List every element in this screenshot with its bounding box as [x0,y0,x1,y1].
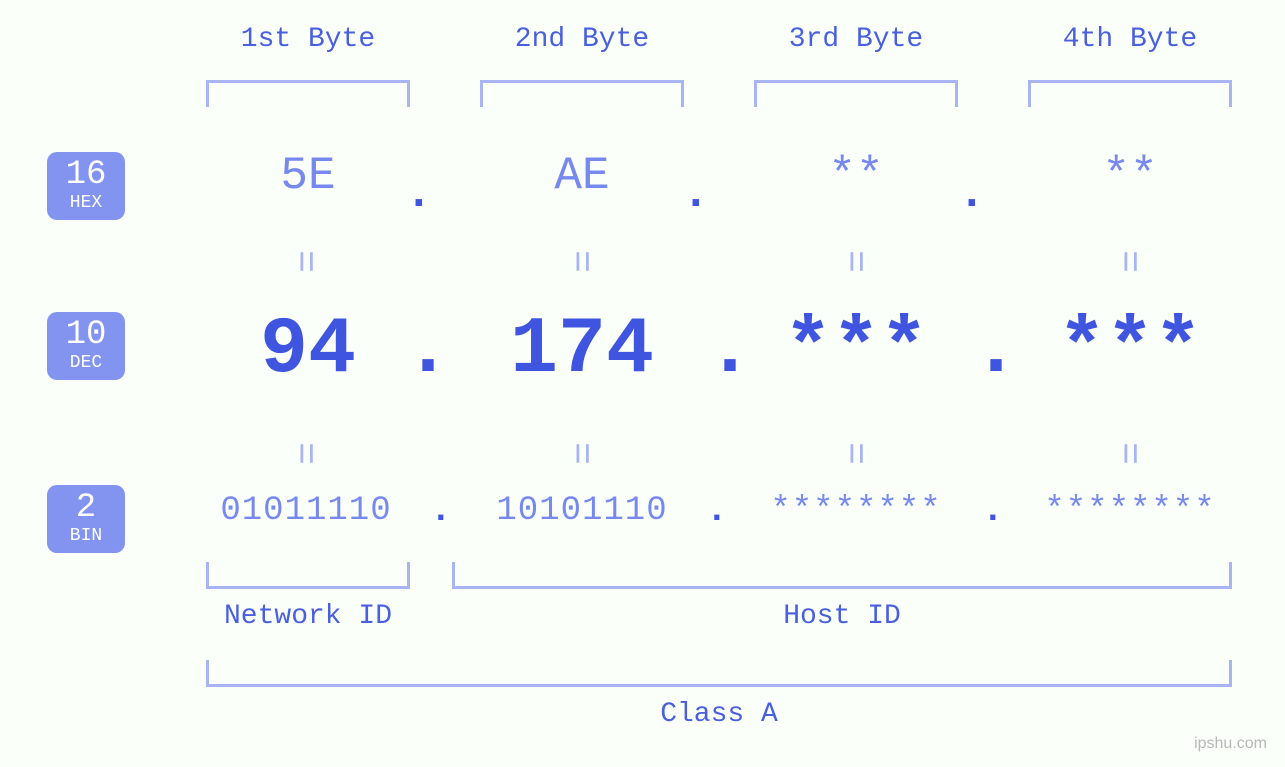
bin-dot-3: . [982,490,1004,531]
dec-byte-3: *** [754,305,958,396]
bin-dot-2: . [706,490,728,531]
byte-header-2: 2nd Byte [480,24,684,104]
byte-header-4: 4th Byte [1028,24,1232,104]
dec-dot-2: . [706,305,754,396]
badge-bin: 2 BIN [47,485,125,553]
badge-hex-base: 16 [47,158,125,192]
byte-header-4-bracket [1028,80,1232,107]
watermark: ipshu.com [1194,735,1267,753]
badge-dec: 10 DEC [47,312,125,380]
eq-hex-dec-3: = [832,250,875,273]
hex-dot-3: . [958,168,986,220]
hex-dot-1: . [405,168,433,220]
eq-dec-bin-1: = [282,442,325,465]
badge-hex-label: HEX [47,194,125,212]
host-id-label: Host ID [452,601,1232,632]
eq-dec-bin-3: = [832,442,875,465]
bin-byte-4: ******** [1000,492,1260,530]
hex-byte-2: AE [480,150,684,202]
byte-header-3-label: 3rd Byte [754,24,958,55]
bin-byte-1: 01011110 [176,492,436,530]
byte-header-3: 3rd Byte [754,24,958,104]
byte-header-1-bracket [206,80,410,107]
class-bracket: Class A [206,660,1232,730]
byte-header-1-label: 1st Byte [206,24,410,55]
bin-byte-3: ******** [726,492,986,530]
dec-byte-2: 174 [450,305,714,396]
badge-bin-label: BIN [47,527,125,545]
hex-byte-3: ** [754,150,958,202]
network-id-label: Network ID [206,601,410,632]
byte-header-4-label: 4th Byte [1028,24,1232,55]
dec-byte-1: 94 [206,305,410,396]
dec-dot-1: . [404,305,452,396]
host-id-bracket: Host ID [452,562,1232,632]
class-label: Class A [206,699,1232,730]
bin-byte-2: 10101110 [452,492,712,530]
bin-dot-1: . [430,490,452,531]
hex-byte-4: ** [1028,150,1232,202]
byte-header-2-bracket [480,80,684,107]
dec-byte-4: *** [1028,305,1232,396]
eq-hex-dec-2: = [558,250,601,273]
eq-dec-bin-2: = [558,442,601,465]
network-id-bracket: Network ID [206,562,410,632]
hex-byte-1: 5E [206,150,410,202]
eq-dec-bin-4: = [1106,442,1149,465]
badge-dec-label: DEC [47,354,125,372]
eq-hex-dec-1: = [282,250,325,273]
byte-header-2-label: 2nd Byte [480,24,684,55]
dec-dot-3: . [972,305,1020,396]
badge-dec-base: 10 [47,318,125,352]
byte-header-3-bracket [754,80,958,107]
eq-hex-dec-4: = [1106,250,1149,273]
badge-bin-base: 2 [47,491,125,525]
network-id-bracket-line [206,562,410,589]
class-bracket-line [206,660,1232,687]
hex-dot-2: . [682,168,710,220]
byte-header-1: 1st Byte [206,24,410,104]
badge-hex: 16 HEX [47,152,125,220]
host-id-bracket-line [452,562,1232,589]
